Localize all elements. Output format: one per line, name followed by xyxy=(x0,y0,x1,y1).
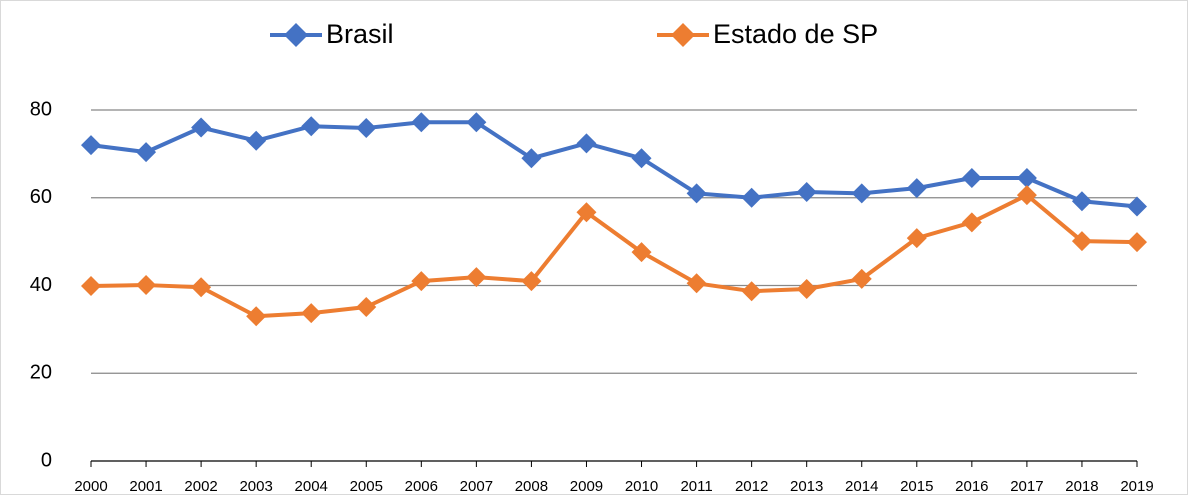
data-point xyxy=(686,273,707,294)
x-tick-label: 2001 xyxy=(129,478,162,495)
x-tick-label: 2013 xyxy=(790,478,823,495)
series-line xyxy=(90,120,1138,209)
data-point xyxy=(741,187,762,208)
data-point xyxy=(796,182,817,203)
data-point xyxy=(1127,196,1147,217)
data-point xyxy=(576,133,597,154)
data-point xyxy=(906,228,927,249)
data-point xyxy=(1127,232,1147,253)
data-point xyxy=(191,277,212,298)
x-tick-label: 2010 xyxy=(625,478,658,495)
data-point xyxy=(1071,191,1092,212)
data-point xyxy=(521,271,542,292)
data-point xyxy=(631,148,652,169)
x-tick-label: 2014 xyxy=(845,478,878,495)
data-point xyxy=(301,303,322,324)
data-point xyxy=(136,275,157,296)
y-tick-label: 60 xyxy=(30,186,52,208)
data-point xyxy=(686,183,707,204)
x-tick-label: 2011 xyxy=(680,478,712,495)
data-point xyxy=(796,279,817,300)
legend-label: Brasil xyxy=(326,19,394,49)
data-point xyxy=(521,148,542,169)
y-tick-label: 20 xyxy=(30,362,52,384)
x-tick-label: 2018 xyxy=(1065,478,1098,495)
data-point xyxy=(356,117,377,138)
x-tick-label: 2009 xyxy=(570,478,603,495)
data-point xyxy=(631,242,652,263)
data-point xyxy=(356,296,377,317)
legend-marker xyxy=(284,23,308,47)
legend-label: Estado de SP xyxy=(713,19,878,49)
data-point xyxy=(301,116,322,137)
data-point xyxy=(81,275,101,296)
y-tick-label: 80 xyxy=(30,98,52,120)
data-point xyxy=(1016,168,1037,189)
data-point xyxy=(466,112,487,133)
x-tick-label: 2003 xyxy=(239,478,272,495)
x-tick-label: 2005 xyxy=(350,478,383,495)
data-point xyxy=(411,112,432,133)
data-point xyxy=(411,271,432,292)
data-point xyxy=(851,268,872,289)
data-point xyxy=(741,281,762,302)
legend-marker xyxy=(671,23,695,47)
x-tick-label: 2006 xyxy=(405,478,438,495)
data-point xyxy=(191,117,212,138)
x-tick-label: 2007 xyxy=(460,478,493,495)
x-tick-label: 2019 xyxy=(1120,478,1153,495)
data-point xyxy=(906,178,927,199)
x-tick-label: 2000 xyxy=(74,478,107,495)
data-point xyxy=(246,130,267,151)
data-point xyxy=(246,306,267,327)
x-tick-label: 2016 xyxy=(955,478,988,495)
x-tick-label: 2008 xyxy=(515,478,548,495)
data-point xyxy=(576,202,597,223)
data-point xyxy=(81,135,101,156)
data-point xyxy=(1016,185,1037,206)
x-tick-label: 2017 xyxy=(1010,478,1043,495)
data-point xyxy=(466,267,487,288)
y-tick-label: 0 xyxy=(41,449,52,471)
data-point xyxy=(851,183,872,204)
y-tick-label: 40 xyxy=(30,274,52,296)
x-tick-label: 2012 xyxy=(735,478,768,495)
x-tick-label: 2002 xyxy=(184,478,217,495)
data-point xyxy=(1071,231,1092,252)
x-tick-label: 2004 xyxy=(295,478,328,495)
data-point xyxy=(961,168,982,189)
data-point xyxy=(136,142,157,163)
data-point xyxy=(961,212,982,233)
x-tick-label: 2015 xyxy=(900,478,933,495)
